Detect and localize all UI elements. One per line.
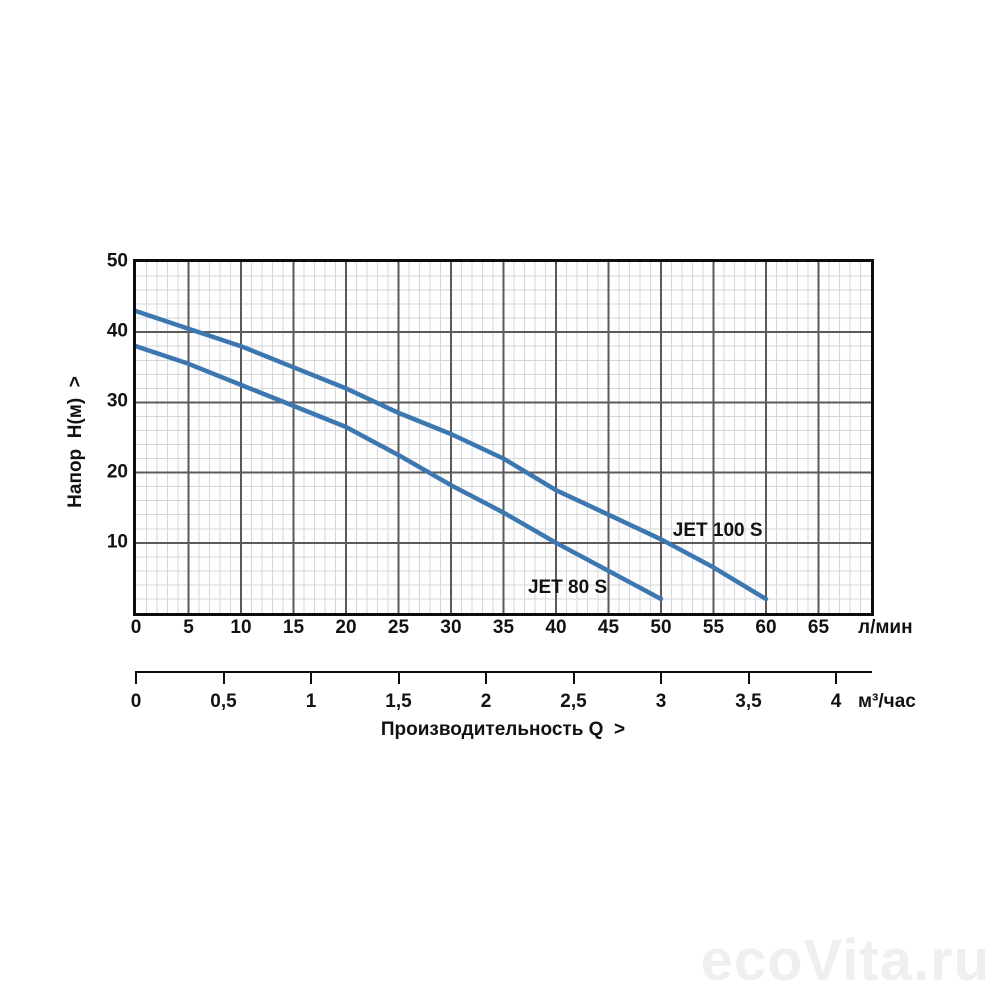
secondary-x-tick-label: 0,5 xyxy=(210,691,237,712)
secondary-axis-tick xyxy=(222,671,225,684)
x-tick-label: 50 xyxy=(650,617,672,638)
curve-jet-100-s xyxy=(136,308,769,602)
series-label-jet-100-s: JET 100 S xyxy=(672,519,763,541)
secondary-axis-line xyxy=(135,671,872,673)
secondary-axis-unit-label: м³/час xyxy=(858,691,916,712)
y-tick-label: 30 xyxy=(106,390,128,412)
secondary-x-tick-label: 3 xyxy=(655,691,667,712)
secondary-axis-tick xyxy=(135,671,137,684)
x-tick-label: 60 xyxy=(755,617,777,638)
x-axis-title: Производительность Q > xyxy=(380,719,626,740)
secondary-axis-tick xyxy=(310,671,312,684)
x-tick-label: 65 xyxy=(807,617,830,638)
x-tick-label: 20 xyxy=(335,617,357,638)
x-axis-unit-label: л/мин xyxy=(858,617,913,638)
secondary-axis-tick xyxy=(485,671,487,684)
secondary-x-tick-label: 2 xyxy=(480,691,492,712)
watermark: ecoVita.ru xyxy=(700,928,990,993)
secondary-axis-tick xyxy=(572,671,575,684)
y-tick-label: 20 xyxy=(106,461,128,483)
x-tick-label: 40 xyxy=(545,617,567,638)
x-tick-label: 15 xyxy=(282,617,305,638)
x-tick-label: 30 xyxy=(440,617,462,638)
y-tick-label: 10 xyxy=(106,531,128,553)
secondary-x-tick-label: 3,5 xyxy=(735,691,762,712)
y-tick-label: 40 xyxy=(106,320,128,342)
x-tick-label: 35 xyxy=(492,617,515,638)
secondary-axis-tick xyxy=(835,671,837,684)
x-tick-label: 0 xyxy=(130,617,142,638)
x-tick-label: 45 xyxy=(597,617,620,638)
chart-canvas xyxy=(136,262,871,613)
secondary-x-tick-label: 1,5 xyxy=(385,691,412,712)
x-tick-label: 10 xyxy=(230,617,252,638)
x-tick-label: 5 xyxy=(183,617,194,638)
x-tick-label: 55 xyxy=(702,617,725,638)
secondary-axis-tick xyxy=(747,671,750,684)
y-axis-title: Напор Н(м) > xyxy=(65,376,86,508)
secondary-axis-tick xyxy=(397,671,400,684)
y-tick-label: 50 xyxy=(106,250,128,272)
secondary-x-tick-label: 2,5 xyxy=(560,691,587,712)
secondary-x-tick-label: 4 xyxy=(830,691,842,712)
series-label-jet-80-s: JET 80 S xyxy=(527,576,608,598)
secondary-axis-tick xyxy=(660,671,662,684)
secondary-x-tick-label: 1 xyxy=(305,691,317,712)
curve-jet-80-s xyxy=(136,343,664,602)
chart-plot-area xyxy=(133,259,874,616)
x-tick-label: 25 xyxy=(387,617,410,638)
secondary-x-tick-label: 0 xyxy=(130,691,142,712)
